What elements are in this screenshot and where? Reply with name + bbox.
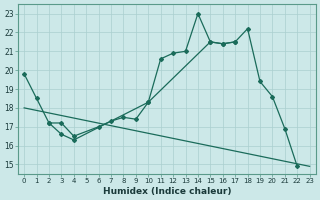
- X-axis label: Humidex (Indice chaleur): Humidex (Indice chaleur): [103, 187, 231, 196]
